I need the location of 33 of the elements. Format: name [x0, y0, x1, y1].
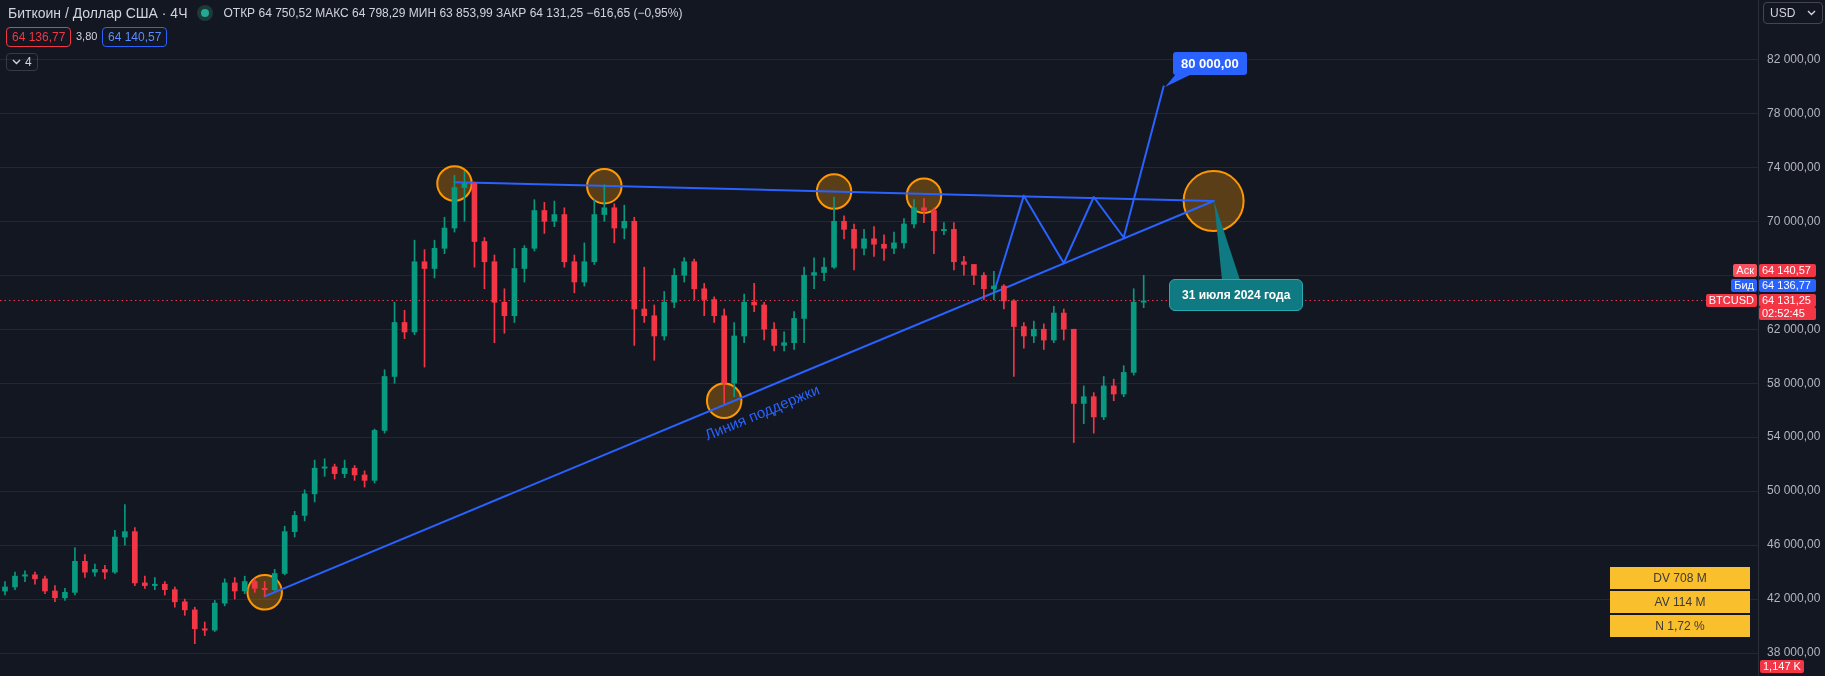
y-tick-label: 54 000,00	[1767, 429, 1821, 444]
y-tick-label: 70 000,00	[1767, 213, 1821, 228]
annotation: 64 136,77	[12, 30, 66, 44]
info-panel: DV 708 M AV 114 M N 1,72 %	[1610, 567, 1750, 639]
annotation: 80 000,00	[1181, 56, 1239, 71]
currency-dropdown: USD	[1763, 2, 1824, 24]
text: ОТКР 64 750,52 МАКС 64 798,29 МИН 63 853,99 ЗАКР 64 131,25 −616,65 (−0,95%)	[223, 6, 683, 20]
annotation: 64 140,57	[108, 30, 162, 44]
annotation: BTCUSD	[1708, 294, 1754, 307]
annotation: N 1,72 %	[1655, 619, 1705, 633]
annotation: 3,80	[76, 30, 98, 42]
text: 1,147 K	[1763, 660, 1801, 672]
annotation: DV 708 M	[1653, 571, 1707, 585]
y-tick-label: 58 000,00	[1767, 375, 1821, 390]
y-tick-label: 74 000,00	[1767, 159, 1821, 174]
annotation: AV 114 M	[1654, 595, 1706, 609]
y-tick-label: 46 000,00	[1767, 537, 1821, 552]
annotation: Аск	[1736, 264, 1754, 277]
annotation: 4	[25, 55, 32, 69]
text: 64 136,77	[1762, 279, 1811, 292]
text: 02:52:45	[1762, 307, 1805, 320]
y-tick-label: 42 000,00	[1767, 591, 1821, 606]
y-tick-label: 82 000,00	[1767, 51, 1821, 66]
collapse-button: 4	[6, 53, 38, 71]
y-tick-label: 78 000,00	[1767, 105, 1821, 120]
y-tick-label: 50 000,00	[1767, 483, 1821, 498]
text: 64 131,25	[1762, 294, 1811, 307]
chart-title: Биткоин / Доллар США · 4Ч	[8, 5, 188, 21]
y-tick-label: 62 000,00	[1767, 321, 1821, 336]
annotation: 31 июля 2024 года	[1182, 288, 1291, 302]
annotation: Бид	[1734, 279, 1754, 292]
text: 64 140,57	[1762, 264, 1811, 277]
y-tick-label: 38 000,00	[1767, 645, 1821, 660]
